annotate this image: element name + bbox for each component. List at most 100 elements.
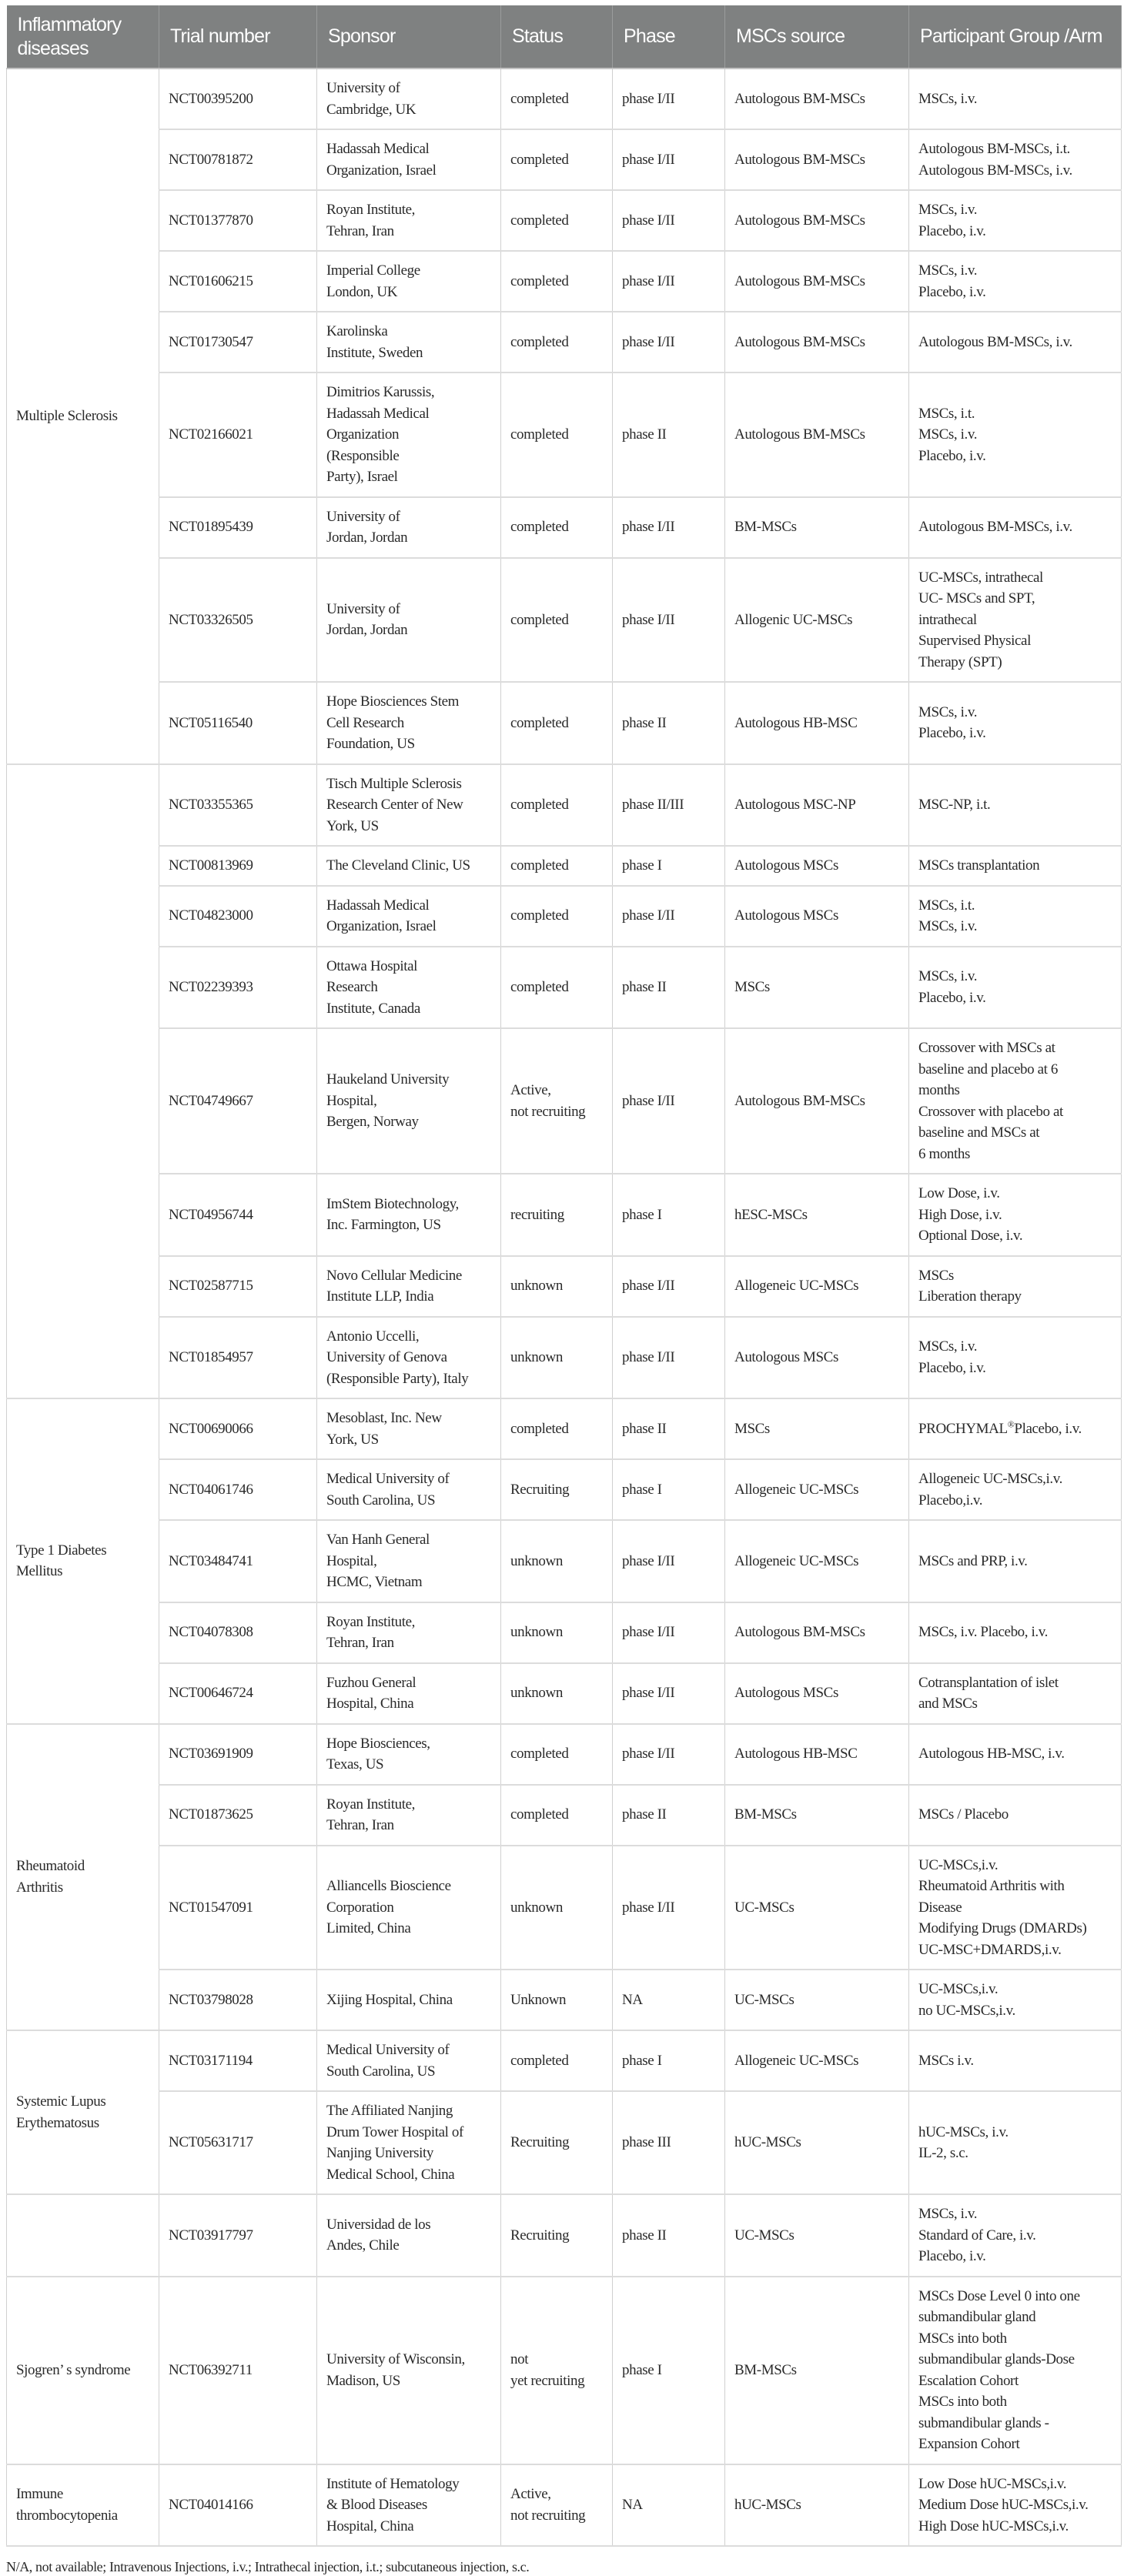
- status-cell: completed: [500, 373, 613, 498]
- participant-arm-cell: UC-MSCs,i.v. Rheumatoid Arthritis with D…: [908, 1845, 1122, 1970]
- phase-cell: phase I/II: [612, 1845, 725, 1970]
- msc-source-cell: Autologous MSC-NP: [724, 763, 909, 847]
- trial-number-cell: NCT01547091: [159, 1845, 317, 1970]
- msc-source-cell: Autologous BM-MSCs: [724, 373, 909, 498]
- sponsor-cell: Royan Institute, Tehran, Iran: [316, 1784, 501, 1846]
- participant-arm-cell: Cotransplantation of islet and MSCs: [908, 1662, 1122, 1725]
- table-row: NCT01895439 University of Jordan, Jordan c…: [7, 496, 1122, 559]
- phase-cell: phase I: [612, 846, 725, 887]
- phase-cell: phase I/II: [612, 251, 725, 312]
- table-row: Sjogren’ s syndrome NCT06392711 University…: [6, 2275, 1122, 2465]
- participant-arm-cell: MSCs i.v.: [908, 2030, 1122, 2092]
- msc-source-cell: Autologous HB-MSC: [724, 1722, 909, 1786]
- disease-cell: Rheumatoid Arthritis: [6, 1722, 159, 2031]
- sponsor-cell: University of Cambridge, UK: [316, 68, 501, 130]
- status-cell: Recruiting: [500, 2193, 613, 2277]
- phase-cell: phase I: [612, 1459, 725, 1521]
- participant-arm-cell: MSC-NP, i.t.: [908, 763, 1122, 847]
- phase-cell: phase I/II: [612, 1520, 725, 1603]
- sponsor-cell: Medical University of South Carolina, US: [316, 2030, 501, 2092]
- sponsor-cell: Novo Cellular Medicine Institute LLP, In…: [316, 1255, 501, 1318]
- msc-source-cell: MSCs: [724, 946, 909, 1029]
- status-cell: recruiting: [500, 1174, 613, 1257]
- phase-cell: phase I/II: [612, 190, 725, 252]
- phase-cell: phase I/II: [612, 885, 725, 947]
- participant-arm-cell: UC-MSCs,i.v. no UC-MSCs,i.v.: [908, 1970, 1122, 2031]
- sponsor-cell: Hadassah Medical Organization, Israel: [316, 885, 501, 947]
- participant-arm-cell: MSCs Liberation therapy: [908, 1255, 1122, 1318]
- disease-cell: Multiple Sclerosis: [6, 68, 159, 765]
- disease-cell: Systemic Lupus Erythematosus: [6, 2030, 159, 2195]
- trial-number-cell: NCT03484741: [159, 1520, 317, 1603]
- phase-cell: phase I/II: [612, 1602, 725, 1664]
- table-row: NCT04061746 Medical University of South C…: [7, 1459, 1122, 1521]
- table-row: NCT03484741 Van Hanh General Hospital, HC…: [7, 1520, 1122, 1603]
- msc-source-cell: Autologous BM-MSCs: [724, 68, 909, 130]
- phase-cell: phase II: [612, 2193, 725, 2277]
- header-msc-source: MSCs source: [724, 5, 909, 68]
- table-row: NCT00813969 The Cleveland Clinic, US compl…: [7, 846, 1122, 887]
- participant-arm-cell: hUC-MSCs, i.v. IL-2, s.c.: [908, 2091, 1122, 2195]
- trial-number-cell: NCT04078308: [159, 1602, 317, 1664]
- participant-arm-cell: Autologous BM-MSCs, i.v.: [908, 496, 1122, 559]
- table-row: NCT01873625 Royan Institute, Tehran, Iran…: [7, 1784, 1122, 1846]
- trial-number-cell: NCT01730547: [159, 312, 317, 373]
- participant-arm-cell: Autologous BM-MSCs, i.v.: [908, 312, 1122, 373]
- msc-source-cell: Autologous MSCs: [724, 1662, 909, 1725]
- phase-cell: phase II: [612, 946, 725, 1029]
- sponsor-cell: ImStem Biotechnology, Inc. Farmington, U…: [316, 1174, 501, 1257]
- disease-cell: [6, 2193, 159, 2277]
- participant-arm-cell: MSCs / Placebo: [908, 1784, 1122, 1846]
- msc-source-cell: Autologous BM-MSCs: [724, 251, 909, 312]
- clinical-trials-table: Inflammatory diseases Trial number Spons…: [6, 5, 1122, 2547]
- sponsor-cell: Antonio Uccelli, University of Genova (R…: [316, 1316, 501, 1399]
- msc-source-cell: Allogeneic UC-MSCs: [724, 2030, 909, 2092]
- phase-cell: NA: [612, 2463, 725, 2547]
- msc-source-cell: Autologous MSCs: [724, 1316, 909, 1399]
- msc-source-cell: Autologous HB-MSC: [724, 682, 909, 765]
- trial-number-cell: NCT03326505: [159, 557, 317, 683]
- table-row: NCT03355365 Tisch Multiple Sclerosis Rese…: [6, 763, 1122, 1399]
- trial-number-cell: NCT02239393: [159, 946, 317, 1029]
- participant-arm-cell: MSCs, i.t. MSCs, i.v.: [908, 885, 1122, 947]
- sponsor-cell: Hadassah Medical Organization, Israel: [316, 129, 501, 191]
- table-row: NCT00646724 Fuzhou General Hospital, Chin…: [7, 1662, 1122, 1725]
- header-phase: Phase: [612, 5, 725, 68]
- msc-source-cell: Allogeneic UC-MSCs: [724, 1520, 909, 1603]
- msc-source-cell: Autologous BM-MSCs: [724, 129, 909, 191]
- sponsor-cell: Mesoblast, Inc. New York, US: [316, 1398, 501, 1460]
- status-cell: Recruiting: [500, 1459, 613, 1521]
- participant-arm-cell: MSCs and PRP, i.v.: [908, 1520, 1122, 1603]
- msc-source-cell: Autologous MSCs: [724, 885, 909, 947]
- sponsor-cell: Hope Biosciences Stem Cell Research Foun…: [316, 682, 501, 765]
- msc-source-cell: Autologous BM-MSCs: [724, 190, 909, 252]
- msc-source-cell: BM-MSCs: [724, 496, 909, 559]
- table-row: Systemic Lupus Erythematosus NCT03171194 M…: [6, 2030, 1122, 2195]
- phase-cell: phase I/II: [612, 1722, 725, 1786]
- disease-cell: Sjogren’ s syndrome: [6, 2275, 159, 2465]
- phase-cell: phase I/II: [612, 557, 725, 683]
- status-cell: unknown: [500, 1520, 613, 1603]
- trial-number-cell: NCT00690066: [159, 1398, 317, 1460]
- status-cell: completed: [500, 251, 613, 312]
- trial-number-cell: NCT05116540: [159, 682, 317, 765]
- status-cell: completed: [500, 946, 613, 1029]
- table-row: NCT03917797 Universidad de los Andes, Chi…: [6, 2193, 1122, 2277]
- participant-arm-cell: MSCs transplantation: [908, 846, 1122, 887]
- table-row: NCT04956744 ImStem Biotechnology, Inc. Fa…: [7, 1174, 1122, 1257]
- status-cell: completed: [500, 682, 613, 765]
- msc-source-cell: hESC-MSCs: [724, 1174, 909, 1257]
- trial-number-cell: NCT01854957: [159, 1316, 317, 1399]
- trial-number-cell: NCT00781872: [159, 129, 317, 191]
- phase-cell: phase I/II: [612, 312, 725, 373]
- msc-source-cell: UC-MSCs: [724, 1970, 909, 2031]
- participant-arm-cell: MSCs, i.v. Standard of Care, i.v. Placeb…: [908, 2193, 1122, 2277]
- phase-cell: phase II: [612, 373, 725, 498]
- trial-number-cell: NCT06392711: [159, 2275, 317, 2465]
- sponsor-cell: Universidad de los Andes, Chile: [316, 2193, 501, 2277]
- msc-source-cell: Autologous BM-MSCs: [724, 1028, 909, 1174]
- status-cell: completed: [500, 68, 613, 130]
- trial-number-cell: NCT04061746: [159, 1459, 317, 1521]
- trial-number-cell: NCT02587715: [159, 1255, 317, 1318]
- trial-number-cell: NCT04956744: [159, 1174, 317, 1257]
